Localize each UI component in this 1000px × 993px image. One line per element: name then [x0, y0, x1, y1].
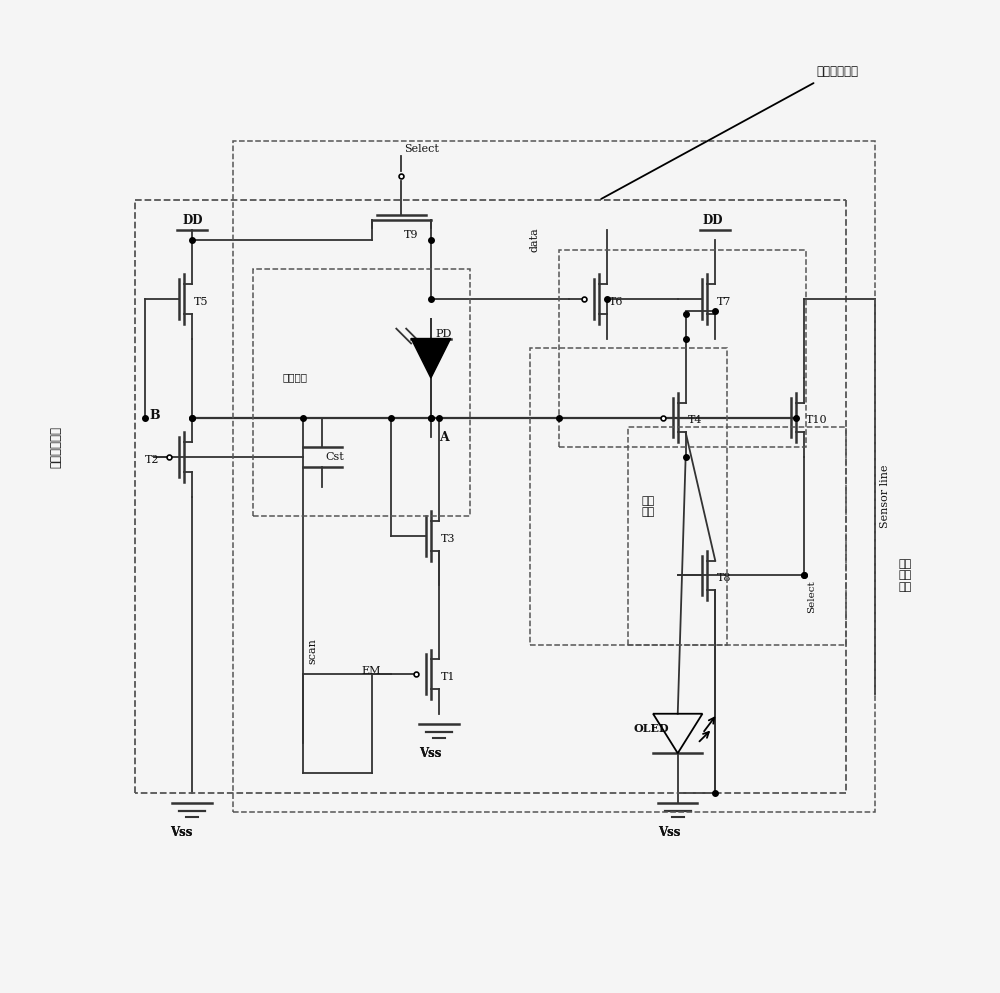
Text: Vss: Vss: [170, 826, 193, 839]
Polygon shape: [411, 339, 451, 378]
Text: T9: T9: [404, 229, 419, 240]
Text: T10: T10: [806, 415, 828, 425]
Text: B: B: [149, 409, 160, 422]
Text: T3: T3: [441, 534, 455, 544]
Text: Vss: Vss: [419, 747, 441, 760]
Text: T7: T7: [717, 297, 732, 307]
Text: Cst: Cst: [325, 452, 344, 462]
Text: A: A: [439, 431, 449, 444]
Text: 触摸侦测单元: 触摸侦测单元: [816, 66, 858, 78]
Text: 驱动
单元: 驱动 单元: [641, 496, 655, 517]
Text: Vss: Vss: [658, 826, 680, 839]
Text: Vss: Vss: [658, 826, 680, 839]
Text: Sensor line: Sensor line: [880, 465, 890, 528]
Text: EM: EM: [362, 666, 381, 676]
Text: Vss: Vss: [419, 747, 441, 760]
Text: data: data: [530, 227, 540, 252]
Text: T1: T1: [441, 672, 455, 682]
Text: T4: T4: [688, 415, 702, 425]
Text: T6: T6: [609, 297, 623, 307]
Text: Select: Select: [807, 581, 816, 614]
Text: PD: PD: [436, 329, 452, 339]
Text: 数据写入单元: 数据写入单元: [49, 426, 62, 468]
Text: T8: T8: [717, 574, 732, 584]
Text: 发光
控制
单元: 发光 控制 单元: [898, 559, 911, 592]
Text: scan: scan: [307, 638, 317, 664]
Text: T2: T2: [145, 455, 159, 465]
Text: 存储单元: 存储单元: [283, 373, 308, 382]
Text: DD: DD: [702, 213, 723, 226]
Text: DD: DD: [182, 213, 203, 226]
Text: Vss: Vss: [170, 826, 193, 839]
Text: T5: T5: [194, 297, 208, 307]
Text: Select: Select: [404, 144, 439, 154]
Text: OLED: OLED: [633, 723, 669, 734]
